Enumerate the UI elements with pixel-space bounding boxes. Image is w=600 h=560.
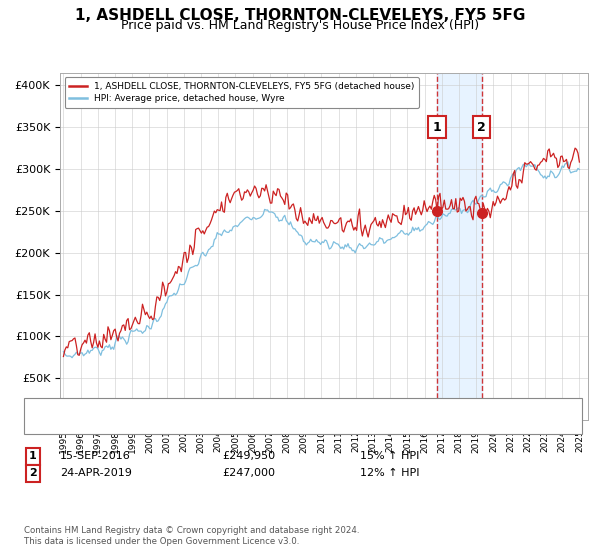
Text: 1: 1: [29, 451, 37, 461]
Text: 1, ASHDELL CLOSE, THORNTON-CLEVELEYS, FY5 5FG (detached house): 1, ASHDELL CLOSE, THORNTON-CLEVELEYS, FY…: [84, 402, 432, 412]
Text: ─────: ─────: [36, 402, 70, 412]
Bar: [437, 73, 482, 420]
Text: 15-SEP-2016: 15-SEP-2016: [60, 451, 131, 461]
Text: £247,000: £247,000: [222, 468, 275, 478]
Text: 15% ↑ HPI: 15% ↑ HPI: [360, 451, 419, 461]
Text: 1, ASHDELL CLOSE, THORNTON-CLEVELEYS, FY5 5FG: 1, ASHDELL CLOSE, THORNTON-CLEVELEYS, FY…: [75, 8, 525, 24]
Text: £249,950: £249,950: [222, 451, 275, 461]
Text: 12% ↑ HPI: 12% ↑ HPI: [360, 468, 419, 478]
Text: 2: 2: [29, 468, 37, 478]
Text: 1: 1: [433, 121, 441, 134]
Text: Contains HM Land Registry data © Crown copyright and database right 2024.
This d: Contains HM Land Registry data © Crown c…: [24, 526, 359, 546]
Legend: 1, ASHDELL CLOSE, THORNTON-CLEVELEYS, FY5 5FG (detached house), HPI: Average pri: 1, ASHDELL CLOSE, THORNTON-CLEVELEYS, FY…: [65, 77, 419, 108]
Text: Price paid vs. HM Land Registry's House Price Index (HPI): Price paid vs. HM Land Registry's House …: [121, 19, 479, 32]
Text: ─────: ─────: [36, 419, 70, 429]
Text: 24-APR-2019: 24-APR-2019: [60, 468, 132, 478]
Text: HPI: Average price, detached house, Wyre: HPI: Average price, detached house, Wyre: [84, 419, 290, 429]
Text: 2: 2: [477, 121, 486, 134]
